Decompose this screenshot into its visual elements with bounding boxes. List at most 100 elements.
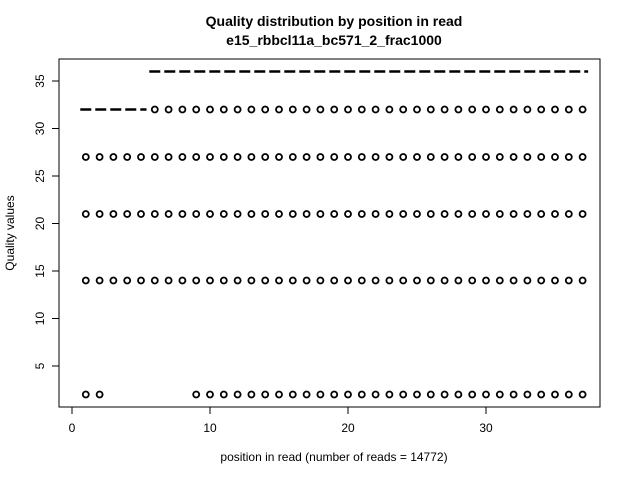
data-point bbox=[509, 210, 518, 218]
data-point bbox=[219, 153, 228, 161]
data-point bbox=[219, 276, 228, 285]
data-point bbox=[192, 153, 201, 161]
data-point bbox=[440, 210, 449, 218]
data-point bbox=[413, 105, 421, 114]
data-point bbox=[385, 105, 394, 114]
data-point bbox=[454, 390, 463, 399]
data-point bbox=[164, 153, 173, 161]
data-point bbox=[316, 390, 325, 399]
data-point bbox=[413, 390, 421, 399]
data-point bbox=[399, 105, 408, 114]
data-point bbox=[385, 210, 394, 218]
data-point bbox=[551, 210, 559, 218]
y-tick-label: 30 bbox=[33, 122, 47, 136]
data-point bbox=[81, 210, 90, 218]
data-point bbox=[482, 105, 490, 114]
data-point bbox=[523, 153, 532, 161]
data-point bbox=[288, 390, 297, 399]
data-point bbox=[454, 153, 463, 161]
data-point bbox=[206, 210, 214, 218]
data-point bbox=[468, 276, 477, 285]
data-point bbox=[551, 153, 559, 161]
data-point bbox=[468, 153, 477, 161]
data-point bbox=[164, 105, 173, 114]
data-point bbox=[247, 210, 256, 218]
data-point bbox=[302, 390, 311, 399]
data-point bbox=[233, 276, 242, 285]
data-point bbox=[150, 153, 159, 161]
data-point bbox=[95, 276, 104, 285]
data-point bbox=[426, 105, 435, 114]
data-point bbox=[233, 153, 242, 161]
data-point bbox=[178, 153, 187, 161]
data-point bbox=[523, 105, 532, 114]
data-point bbox=[302, 276, 311, 285]
data-point bbox=[537, 390, 546, 399]
data-point bbox=[81, 276, 90, 285]
data-point bbox=[150, 105, 159, 114]
data-point bbox=[495, 276, 504, 285]
data-point bbox=[302, 153, 311, 161]
data-point bbox=[523, 276, 532, 285]
data-point bbox=[219, 105, 228, 114]
data-point bbox=[495, 105, 504, 114]
data-point bbox=[357, 153, 366, 161]
data-point bbox=[233, 105, 242, 114]
data-point bbox=[316, 210, 325, 218]
data-point bbox=[371, 276, 380, 285]
data-point bbox=[440, 276, 449, 285]
x-tick-label: 30 bbox=[479, 421, 493, 435]
x-tick-label: 20 bbox=[341, 421, 355, 435]
data-point bbox=[578, 276, 587, 285]
data-point bbox=[192, 276, 201, 285]
data-point bbox=[344, 210, 352, 218]
data-point bbox=[564, 390, 573, 399]
data-point bbox=[509, 390, 518, 399]
data-point bbox=[275, 276, 283, 285]
data-point bbox=[454, 210, 463, 218]
data-point bbox=[164, 210, 173, 218]
data-point bbox=[440, 105, 449, 114]
data-point bbox=[275, 210, 283, 218]
data-point bbox=[302, 105, 311, 114]
data-point bbox=[564, 276, 573, 285]
data-point bbox=[95, 210, 104, 218]
data-point bbox=[109, 153, 118, 161]
y-tick-label: 35 bbox=[33, 74, 47, 88]
data-point bbox=[564, 153, 573, 161]
data-point bbox=[330, 276, 339, 285]
data-point bbox=[399, 390, 408, 399]
data-point bbox=[150, 276, 159, 285]
data-point bbox=[399, 276, 408, 285]
data-point bbox=[495, 153, 504, 161]
data-point bbox=[109, 276, 118, 285]
data-point bbox=[192, 210, 201, 218]
data-point bbox=[247, 105, 256, 114]
data-point bbox=[261, 210, 270, 218]
y-axis-label: Quality values bbox=[3, 195, 17, 270]
data-point bbox=[385, 390, 394, 399]
x-axis-label: position in read (number of reads = 1477… bbox=[220, 450, 447, 464]
data-point bbox=[468, 210, 477, 218]
plot-box bbox=[58, 58, 601, 408]
data-point bbox=[537, 276, 546, 285]
data-point bbox=[537, 105, 546, 114]
data-point bbox=[371, 390, 380, 399]
data-point bbox=[261, 105, 270, 114]
data-point bbox=[578, 210, 587, 218]
data-point bbox=[357, 390, 366, 399]
data-point bbox=[164, 276, 173, 285]
data-point bbox=[413, 276, 421, 285]
data-point bbox=[288, 105, 297, 114]
data-point bbox=[371, 153, 380, 161]
y-tick-label: 5 bbox=[33, 362, 47, 369]
data-point bbox=[206, 153, 214, 161]
data-point bbox=[344, 105, 352, 114]
data-point bbox=[509, 153, 518, 161]
data-point bbox=[509, 276, 518, 285]
data-point bbox=[399, 153, 408, 161]
data-point bbox=[371, 210, 380, 218]
data-point bbox=[288, 210, 297, 218]
data-point bbox=[123, 276, 132, 285]
